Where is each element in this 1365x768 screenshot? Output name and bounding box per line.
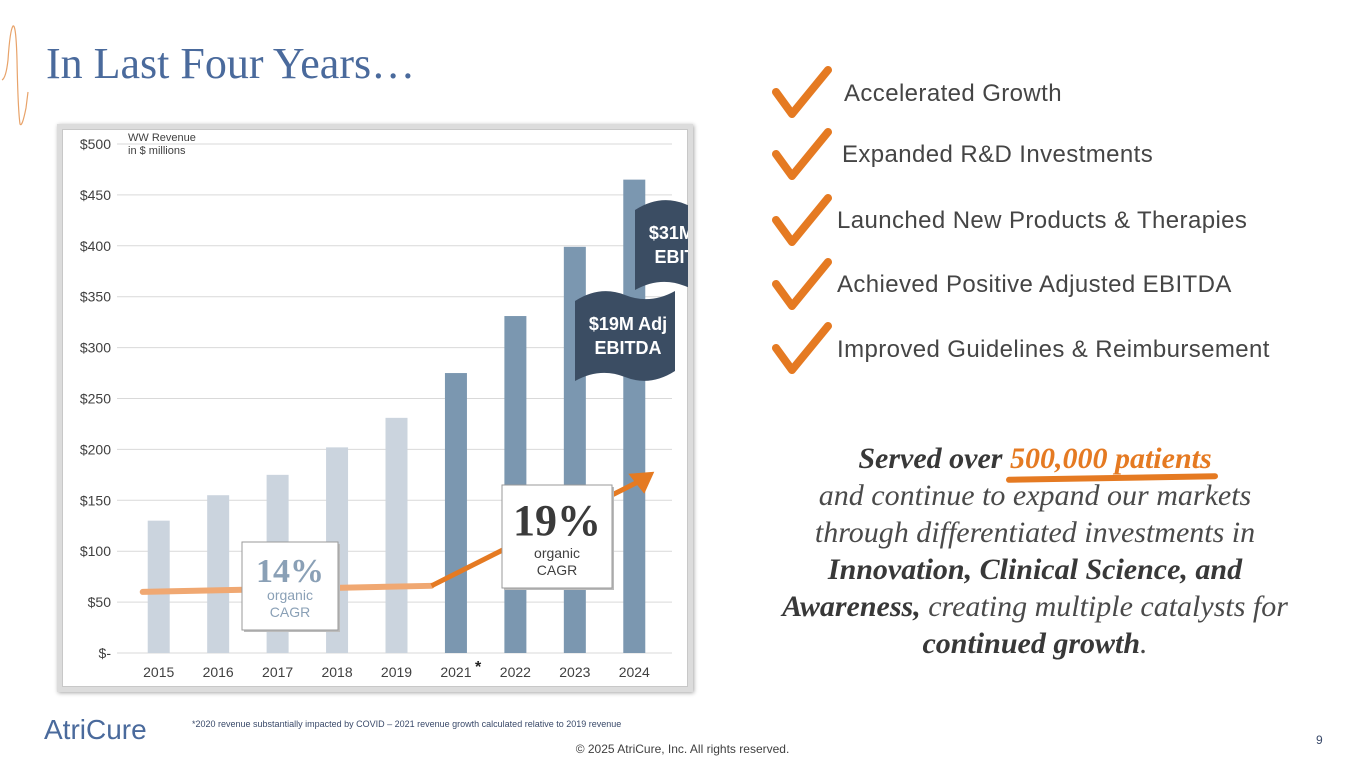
y-tick-label: $300 bbox=[80, 340, 111, 356]
checkmark-icon bbox=[772, 322, 832, 374]
y-tick-label: $- bbox=[99, 645, 112, 661]
checklist-label: Achieved Positive Adjusted EBITDA bbox=[837, 271, 1232, 298]
x-tick-label: 2023 bbox=[559, 664, 590, 680]
chart-title: WW Revenue bbox=[128, 132, 196, 144]
ebitda-flag-label: $19M Adj bbox=[589, 314, 667, 334]
bar-2015 bbox=[147, 520, 170, 653]
patients-highlight: 500,000 patients bbox=[1009, 442, 1212, 475]
heartbeat-decoration bbox=[1, 25, 29, 126]
bar-2019 bbox=[385, 417, 408, 653]
x-tick-label: 2021 bbox=[440, 664, 471, 680]
checklist-label: Accelerated Growth bbox=[844, 80, 1062, 107]
x-tick-label: 2017 bbox=[262, 664, 293, 680]
ebitda-flag bbox=[575, 291, 675, 381]
cagr-label: CAGR bbox=[537, 562, 577, 578]
checkmark-icon bbox=[772, 258, 832, 310]
y-tick-label: $450 bbox=[80, 187, 111, 203]
checklist-label: Launched New Products & Therapies bbox=[837, 207, 1248, 234]
page-title: In Last Four Years… bbox=[46, 39, 416, 88]
ebitda-flag-label: $31M Adj bbox=[649, 223, 688, 243]
bar-2021 bbox=[444, 373, 467, 653]
revenue-chart: $- $50 $100 $150 $200 $250 $300 $350 $400 $450 $50… bbox=[80, 132, 689, 680]
x-tick-label: 2016 bbox=[203, 664, 234, 680]
x-tick-label: 2022 bbox=[500, 664, 531, 680]
trend-arrowhead bbox=[628, 471, 655, 494]
checkmark-icon bbox=[772, 194, 832, 246]
checkmark-icon bbox=[772, 66, 832, 118]
footnote: *2020 revenue substantially impacted by … bbox=[192, 719, 622, 729]
checklist-item: Achieved Positive Adjusted EBITDA bbox=[772, 258, 1231, 317]
checklist-item: Accelerated Growth bbox=[772, 66, 1062, 125]
cagr-label: CAGR bbox=[270, 604, 310, 620]
ebitda-flag-label: EBITDA bbox=[595, 338, 662, 358]
revenue-chart-frame: $- $50 $100 $150 $200 $250 $300 $350 $400 $450 $50… bbox=[57, 124, 693, 692]
summary-text: . bbox=[1140, 627, 1148, 660]
x-tick-label: 2015 bbox=[143, 664, 174, 680]
summary-bold: continued growth bbox=[922, 627, 1141, 660]
cagr-box bbox=[241, 541, 339, 631]
y-tick-label: $400 bbox=[80, 238, 111, 254]
x-tick-label: 2024 bbox=[619, 664, 650, 680]
x-tick-label: 2018 bbox=[321, 664, 352, 680]
bar-2016 bbox=[207, 495, 230, 653]
ebitda-flag-label: EBITDA bbox=[655, 247, 689, 267]
y-tick-label: $100 bbox=[80, 543, 111, 559]
y-tick-label: $50 bbox=[88, 594, 112, 610]
checklist-item: Expanded R&D Investments bbox=[772, 128, 1153, 187]
cagr-label: organic bbox=[534, 545, 580, 561]
atricure-logo: AtriCure bbox=[44, 714, 147, 745]
y-tick-label: $150 bbox=[80, 492, 111, 508]
checklist-item: Launched New Products & Therapies bbox=[772, 194, 1247, 253]
cagr-value: 19% bbox=[513, 496, 601, 545]
checkmark-icon bbox=[772, 128, 832, 180]
y-tick-label: $350 bbox=[80, 289, 111, 305]
summary-bold: Innovation, Clinical Science, and Awaren… bbox=[782, 553, 1243, 623]
x-tick-marker: * bbox=[475, 659, 482, 676]
checklist-item: Improved Guidelines & Reimbursement bbox=[772, 322, 1269, 381]
x-tick-label: 2019 bbox=[381, 664, 412, 680]
y-tick-label: $250 bbox=[80, 391, 111, 407]
summary-text: and continue to expand our markets throu… bbox=[814, 479, 1256, 549]
summary-text: creating multiple catalysts for bbox=[920, 590, 1288, 623]
checklist-label: Improved Guidelines & Reimbursement bbox=[837, 336, 1270, 363]
chart-subtitle: in $ millions bbox=[128, 145, 186, 157]
cagr-box bbox=[501, 484, 613, 589]
copyright: © 2025 AtriCure, Inc. All rights reserve… bbox=[575, 742, 790, 756]
page-number: 9 bbox=[1316, 733, 1323, 747]
y-tick-label: $200 bbox=[80, 441, 111, 457]
ebitda-flag bbox=[635, 200, 688, 290]
cagr-label: organic bbox=[267, 587, 313, 603]
cagr-value: 14% bbox=[256, 553, 324, 590]
summary-statement: Served over 500,000 patients and continu… bbox=[770, 440, 1300, 662]
checklist-label: Expanded R&D Investments bbox=[842, 141, 1154, 168]
summary-text: Served over bbox=[858, 442, 1010, 475]
y-tick-label: $500 bbox=[80, 136, 111, 152]
